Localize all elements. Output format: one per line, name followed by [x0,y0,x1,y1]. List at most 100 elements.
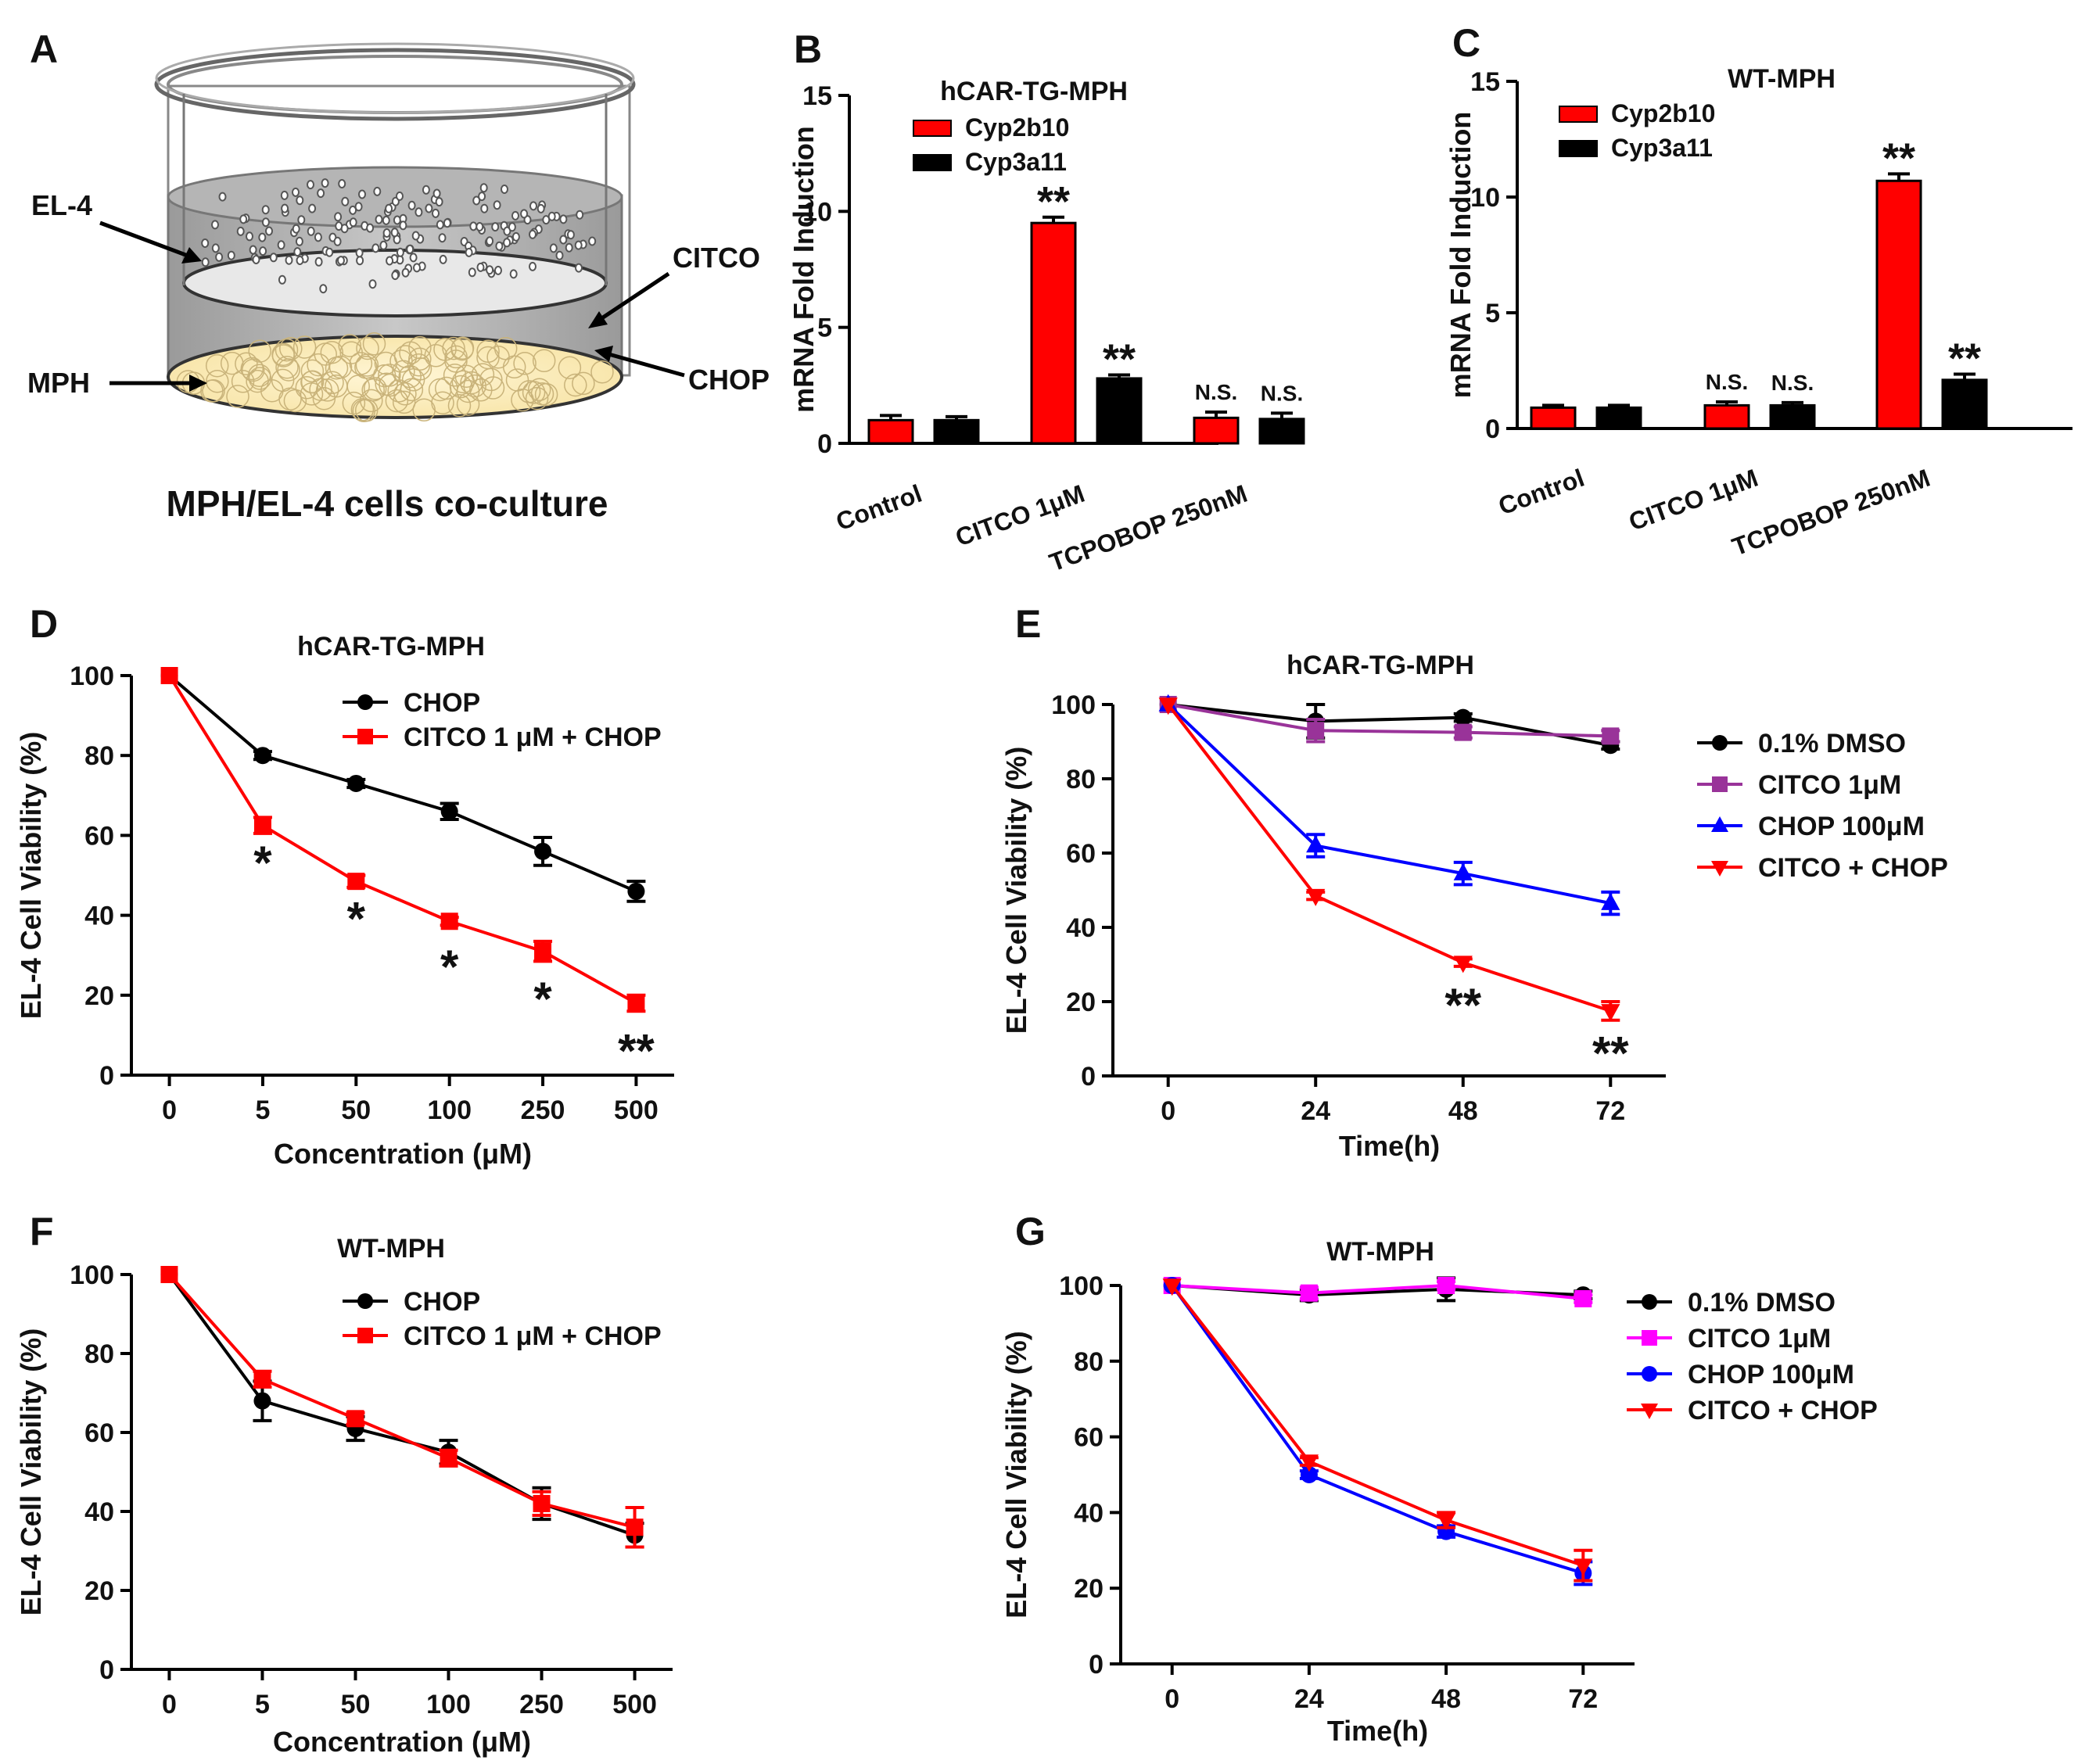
el4-cell [386,256,394,266]
mph-cell [352,399,376,423]
y-tick-label: 20 [84,981,114,1011]
mph-cell [558,356,582,379]
y-tick-label: 80 [1074,1347,1104,1377]
x-tick-label: 0 [1161,1096,1175,1126]
legend-label: CHOP 100μM [1688,1360,1854,1389]
data-point [534,942,552,960]
x-tick-label: 500 [614,1095,659,1125]
data-point [440,802,458,820]
mph-cell [312,386,336,411]
el4-cell [491,222,500,232]
chart-title: WT-MPH [1728,64,1836,94]
data-point [440,1449,458,1467]
el4-cell [335,221,343,231]
significance-label: * [253,837,272,889]
el4-cell [239,214,248,224]
data-point [1712,735,1728,751]
y-tick-label: 5 [1485,299,1500,328]
data-point [253,747,271,765]
significance-label: N.S. [1706,370,1748,394]
legend-label: 0.1% DMSO [1758,729,1906,758]
mph-cell [401,368,425,392]
significance-label: N.S. [1261,381,1303,405]
data-point [1454,708,1472,726]
data-point [1574,1289,1592,1307]
el4-cell [508,222,516,232]
el4-cell [354,202,363,212]
el4-cell [493,200,501,210]
y-tick-label: 60 [1066,839,1096,869]
mph-cell [532,349,556,373]
y-axis-label: mRNA Fold Induction [788,126,820,413]
el4-cell [503,238,511,248]
el4-cell [559,214,568,224]
legend-swatch [1559,106,1598,123]
mph-cell [292,335,317,359]
el4-cell [261,217,270,228]
el4-cell [465,247,473,257]
legend-label: 0.1% DMSO [1688,1288,1836,1318]
el4-cell [297,215,306,225]
data-point [1158,697,1178,715]
x-tick-label: Control [1495,464,1588,521]
mph-cell [447,393,472,418]
el4-cell [425,203,433,213]
y-tick-label: 100 [1051,690,1096,720]
series-line [1167,703,1611,1013]
el4-cell [432,188,441,199]
data-point [1602,727,1620,745]
data-point [1437,1277,1455,1294]
panel-f-line-chart: F WT-MPH 0 20 40 60 80 100 EL-4 Cell Viability (… [15,1210,673,1758]
mph-cell [240,357,264,381]
data-point [253,1370,271,1388]
el4-cell [391,271,400,281]
el4-cell [436,220,444,230]
mph-cell [428,378,452,402]
el4-cell [469,221,478,231]
mph-cell [362,332,386,356]
mph-cell [300,370,324,394]
el4-cell [549,243,558,253]
el4-cell [281,203,289,213]
legend-swatch [1559,140,1598,157]
mph-cell [479,368,503,392]
el4-cell [479,183,488,193]
mph-cell [241,358,265,382]
significance-label: * [440,941,459,993]
el4-cell [396,247,404,257]
el4-cell [375,214,383,224]
el4-cell [325,247,334,257]
y-tick-label: 100 [70,662,114,691]
el4-cell [314,232,322,242]
el4-cell [314,256,323,267]
el4-cell [333,236,342,246]
mph-cell [375,372,398,396]
x-axis-label: Concentration (μM) [274,1138,532,1170]
significance-label: ** [618,1024,655,1077]
data-point [1437,1513,1456,1531]
el4-cell [337,256,345,266]
el4-cell [476,262,485,272]
bar [1595,406,1642,430]
significance-label: ** [1037,178,1070,225]
mph-cell [363,377,387,400]
el4-cell [529,201,537,211]
el4-cell [443,218,451,228]
el4-cell [406,244,414,254]
y-tick-label: 40 [84,902,114,931]
data-point [1642,1366,1657,1382]
legend-label: CITCO + CHOP [1688,1396,1878,1425]
x-tick-label: 5 [255,1690,270,1719]
mph-cell [206,369,229,393]
el4-cell [371,243,380,253]
citco-arrow [588,271,670,328]
mph-cell [443,364,467,387]
y-tick-label: 60 [1074,1423,1104,1453]
data-point [1306,888,1326,906]
el4-cell [358,189,366,199]
mph-cell [590,360,614,384]
y-tick-label: 0 [1081,1062,1096,1092]
x-tick-label: 500 [612,1690,657,1719]
el4-cell [382,228,391,238]
